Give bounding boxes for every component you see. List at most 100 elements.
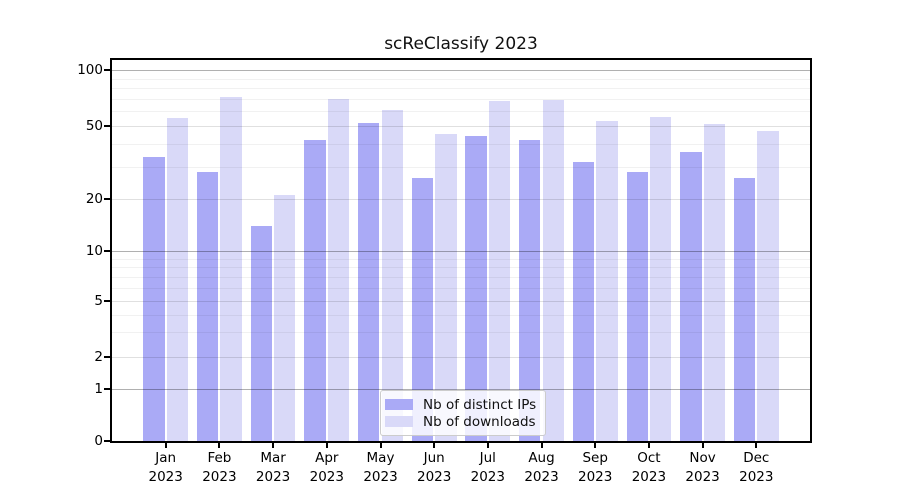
legend-row: Nb of downloads	[385, 413, 539, 430]
y-tick-label: 2	[94, 349, 103, 365]
x-tick-month: Jan	[155, 450, 177, 466]
y-tick-label: 10	[85, 243, 103, 259]
x-tick-label: Apr 2023	[291, 449, 363, 487]
y-tick-mark	[104, 198, 111, 200]
x-tick-year: 2023	[685, 469, 720, 485]
x-tick-label: Aug 2023	[506, 449, 578, 487]
bar-downloads	[166, 118, 189, 441]
x-tick-mark	[701, 442, 704, 448]
x-tick-month: Feb	[207, 450, 232, 466]
x-tick-month: Apr	[315, 450, 339, 466]
bar-downloads	[757, 130, 779, 441]
x-tick-label: Nov 2023	[667, 449, 739, 487]
x-tick-label: May 2023	[345, 449, 417, 487]
x-tick-year: 2023	[202, 469, 237, 485]
y-tick-label: 20	[85, 191, 103, 207]
y-tick-mark	[104, 356, 111, 358]
x-tick-month: Mar	[260, 450, 286, 466]
bar-distinct-ips	[143, 156, 165, 441]
bar-downloads	[596, 121, 618, 441]
x-tick-mark	[164, 442, 167, 448]
bar-downloads	[327, 98, 350, 441]
x-tick-mark	[218, 442, 221, 448]
bar-distinct-ips	[733, 178, 756, 441]
y-tick-label: 0	[94, 433, 103, 449]
y-tick-label: 5	[94, 293, 103, 309]
x-tick-mark	[433, 442, 436, 448]
bar-downloads	[435, 134, 457, 441]
y-gridline	[112, 301, 810, 302]
y-gridline-minor	[112, 88, 810, 89]
bar-downloads	[220, 96, 242, 441]
bar-distinct-ips	[250, 225, 273, 441]
y-tick-mark	[104, 388, 111, 390]
bar-downloads	[381, 109, 403, 441]
bar-downloads	[703, 124, 725, 441]
x-tick-month: Jun	[423, 450, 445, 466]
x-tick-month: Jul	[479, 450, 496, 466]
x-tick-mark	[647, 442, 650, 448]
y-tick-mark	[104, 300, 111, 302]
x-tick-year: 2023	[578, 469, 613, 485]
y-tick-mark	[104, 250, 111, 252]
x-tick-label: Feb 2023	[183, 449, 255, 487]
y-gridline	[112, 251, 810, 252]
y-gridline-minor	[112, 166, 810, 168]
x-tick-label: Sep 2023	[559, 449, 631, 487]
bar-distinct-ips	[358, 122, 380, 441]
x-tick-mark	[755, 442, 758, 448]
bar-distinct-ips	[304, 139, 326, 441]
y-gridline-minor	[112, 267, 810, 269]
bar-distinct-ips	[519, 139, 541, 441]
bar-downloads	[542, 100, 564, 441]
legend-swatch	[385, 416, 413, 427]
x-tick-year: 2023	[363, 469, 398, 485]
bar-distinct-ips	[197, 172, 219, 441]
y-tick-label: 100	[77, 62, 103, 78]
bar-distinct-ips	[572, 161, 595, 441]
bar-downloads	[488, 101, 511, 441]
x-tick-mark	[379, 442, 382, 448]
x-tick-label: Jul 2023	[452, 449, 524, 487]
x-tick-mark	[540, 442, 543, 448]
x-tick-year: 2023	[417, 469, 452, 485]
y-tick-mark	[104, 69, 111, 71]
y-gridline-minor	[112, 276, 810, 278]
y-gridline	[112, 126, 810, 127]
x-tick-month: Oct	[637, 450, 661, 466]
legend-swatch	[385, 399, 413, 410]
legend-label: Nb of downloads	[423, 413, 536, 430]
x-tick-month: Aug	[528, 450, 555, 466]
x-tick-label: Oct 2023	[613, 449, 685, 487]
x-tick-year: 2023	[524, 469, 559, 485]
y-tick-label: 50	[85, 118, 103, 134]
y-gridline-minor	[112, 287, 810, 289]
x-tick-year: 2023	[309, 469, 344, 485]
plot-area	[112, 60, 810, 441]
x-tick-label: Jun 2023	[398, 449, 470, 487]
bar-distinct-ips	[680, 152, 702, 441]
x-tick-mark	[594, 442, 597, 448]
x-tick-year: 2023	[255, 469, 291, 485]
y-gridline-minor	[112, 111, 810, 113]
x-tick-label: Mar 2023	[237, 449, 309, 487]
bar-downloads	[274, 195, 296, 441]
y-gridline-minor	[112, 98, 810, 100]
y-gridline-minor	[112, 143, 810, 145]
x-tick-month: Dec	[743, 450, 770, 466]
y-tick-label: 1	[94, 381, 103, 397]
x-tick-month: May	[366, 450, 395, 466]
y-gridline-minor	[112, 258, 810, 260]
y-gridline	[112, 389, 810, 390]
x-tick-year: 2023	[631, 469, 667, 485]
x-tick-mark	[325, 442, 328, 448]
bar-distinct-ips	[411, 178, 434, 441]
y-tick-mark	[104, 440, 111, 442]
bar-downloads	[649, 116, 672, 441]
x-tick-year: 2023	[470, 469, 505, 485]
y-gridline	[112, 199, 810, 200]
legend-row: Nb of distinct IPs	[385, 397, 539, 413]
bar-distinct-ips	[465, 136, 487, 441]
x-tick-label: Dec 2023	[720, 449, 792, 487]
